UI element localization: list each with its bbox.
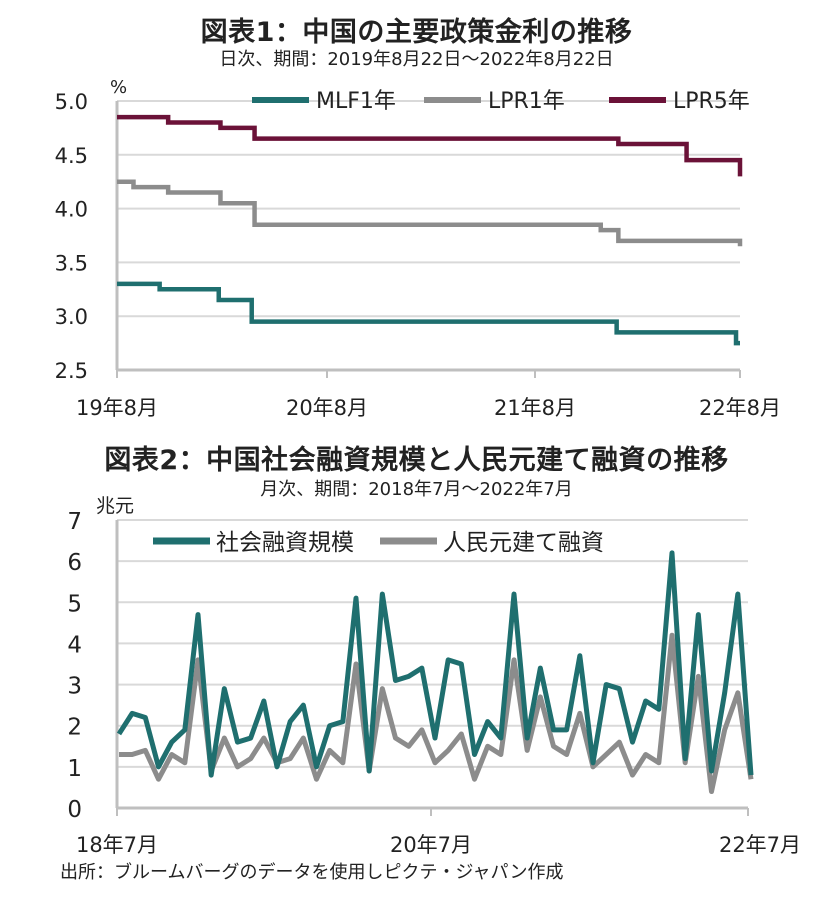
chart1-y-tick-label: 4.5 (55, 144, 88, 168)
chart2-y-tick-label: 7 (67, 509, 82, 535)
chart1-x-tick-label: 22年8月 (699, 396, 781, 420)
chart2-series-line-2 (119, 632, 754, 795)
chart1-legend-label-2: LPR1年 (488, 89, 565, 114)
chart1-title: 図表1：中国の主要政策金利の推移 (200, 17, 633, 48)
chart2-title: 図表2：中国社会融資規模と人民元建て融資の推移 (104, 445, 729, 476)
chart1-x-tick-label: 20年8月 (286, 396, 368, 420)
chart2-y-tick-label: 2 (67, 715, 82, 741)
chart2-y-tick-label: 3 (67, 674, 82, 700)
chart2-legend-label-1: 社会融資規模 (216, 530, 354, 556)
chart1-series-line-1 (117, 281, 740, 346)
chart1-y-tick-label: 5.0 (55, 90, 88, 114)
chart1-y-tick-label: 4.0 (55, 198, 88, 222)
chart1-subtitle: 日次、期間：2019年8月22日～2022年8月22日 (219, 49, 614, 70)
chart2-subtitle: 月次、期間：2018年7月～2022年7月 (260, 479, 573, 500)
chart1-y-tick-label: 3.5 (55, 251, 88, 275)
chart2-y-tick-label: 5 (67, 591, 82, 617)
chart2-y-tick-label: 0 (67, 797, 82, 823)
chart1-x-tick-label: 19年8月 (76, 396, 158, 420)
chart2-x-tick-label: 18年7月 (76, 833, 158, 857)
chart2-y-tick-label: 1 (67, 756, 82, 782)
chart1-y-tick-label: 3.0 (55, 305, 88, 329)
chart1-x-tick-label: 21年8月 (494, 396, 576, 420)
source-note: 出所：ブルームバーグのデータを使用しピクテ・ジャパン作成 (60, 862, 564, 883)
chart1-y-unit: % (110, 77, 127, 98)
chart1-legend-label-1: MLF1年 (316, 89, 396, 114)
chart2-y-unit: 兆元 (96, 495, 134, 517)
chart1-series-line-2 (117, 179, 743, 247)
chart1-y-tick-label: 2.5 (55, 359, 88, 383)
chart1-legend-label-3: LPR5年 (673, 89, 750, 114)
chart2-series-line-1 (116, 550, 754, 778)
chart1-series-line-3 (117, 114, 743, 177)
chart2-x-tick-label: 22年7月 (719, 833, 801, 857)
chart2-legend-label-2: 人民元建て融資 (443, 530, 604, 556)
chart2-x-tick-label: 20年7月 (390, 833, 472, 857)
chart2-y-tick-label: 6 (67, 550, 82, 576)
chart2-y-tick-label: 4 (67, 632, 82, 658)
